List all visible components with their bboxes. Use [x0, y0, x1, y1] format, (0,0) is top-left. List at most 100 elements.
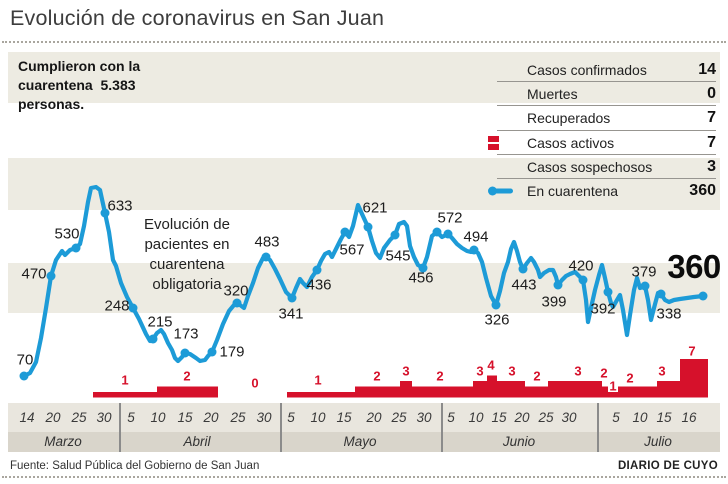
- stats-table: Casos confirmados 14 Muertes 0 Recuperados 7 C…: [486, 58, 716, 203]
- active-cases-bar: [608, 392, 618, 398]
- x-tick-label: 20: [45, 410, 61, 425]
- month-divider: [597, 403, 599, 452]
- x-tick-label: 30: [561, 410, 577, 425]
- stats-row-label: Casos sospechosos: [527, 158, 653, 175]
- active-cases-bar: [548, 381, 602, 398]
- quarantine-line-icon: [488, 186, 513, 196]
- x-axis-months-strip: [8, 432, 720, 452]
- data-point-dot: [469, 245, 479, 255]
- stats-row-value: 3: [707, 157, 716, 175]
- x-tick-label: 10: [150, 410, 166, 425]
- data-point-dot: [287, 293, 297, 303]
- data-point-dot: [46, 271, 56, 281]
- data-point-dot: [340, 227, 350, 237]
- data-point-dot: [363, 222, 373, 232]
- data-point-dot: [418, 263, 428, 273]
- data-point-dot: [578, 275, 588, 285]
- month-divider: [119, 403, 121, 452]
- source-credit: Fuente: Salud Pública del Gobierno de Sa…: [10, 460, 260, 472]
- active-cases-bar: [525, 386, 548, 398]
- stats-row: Muertes 0: [486, 82, 716, 107]
- active-cases-bar: [602, 386, 608, 398]
- stats-row-label: Casos activos: [527, 134, 615, 151]
- data-point-dot: [491, 300, 501, 310]
- month-divider: [280, 403, 282, 452]
- x-tick-label: 25: [230, 410, 246, 425]
- x-tick-label: 5: [287, 410, 295, 425]
- x-tick-label: 20: [366, 410, 382, 425]
- data-point-dot: [207, 347, 217, 357]
- data-point-dot: [603, 287, 613, 297]
- data-point-dot: [148, 334, 158, 344]
- stats-row-value: 7: [707, 133, 716, 151]
- quarantine-line: [21, 184, 706, 379]
- active-cases-icon: [488, 135, 499, 150]
- active-cases-bar: [473, 381, 487, 398]
- active-cases-bar: [487, 375, 497, 398]
- active-cases-bar: [618, 386, 657, 398]
- stats-row: En cuarentena 360: [486, 179, 716, 203]
- active-cases-bar: [93, 392, 157, 398]
- month-divider: [441, 403, 443, 452]
- data-point-dot: [390, 230, 400, 240]
- data-point-dot: [71, 243, 81, 253]
- publisher-brand: DIARIO DE CUYO: [617, 460, 718, 472]
- stats-row-label: En cuarentena: [527, 183, 619, 200]
- stats-row-value: 360: [689, 182, 716, 200]
- stats-row-label: Recuperados: [527, 110, 611, 127]
- x-tick-label: 30: [96, 410, 112, 425]
- x-tick-label: 20: [514, 410, 530, 425]
- data-point-dot: [180, 348, 190, 358]
- stats-row: Casos activos 7: [486, 131, 716, 155]
- active-cases-bar: [657, 381, 680, 398]
- bottom-divider: [2, 476, 726, 478]
- active-cases-bar: [157, 386, 218, 398]
- data-point-dot: [19, 371, 29, 381]
- active-cases-bar: [680, 359, 708, 398]
- data-point-dot: [100, 208, 110, 218]
- x-tick-label: 15: [491, 410, 507, 425]
- background-stripe: [8, 158, 720, 210]
- page-title: Evolución de coronavirus en San Juan: [10, 6, 385, 30]
- active-cases-bar: [400, 381, 412, 398]
- chart-annotation: Evolución de pacientes en cuarentena obl…: [144, 216, 230, 293]
- data-point-dot: [553, 280, 563, 290]
- month-label: Mayo: [343, 434, 377, 449]
- data-point-dot: [640, 281, 650, 291]
- data-point-dot: [261, 252, 271, 262]
- stats-row: Casos confirmados 14: [486, 58, 716, 83]
- month-label: Abril: [183, 434, 211, 449]
- x-tick-label: 5: [612, 410, 620, 425]
- stats-row-label: Casos confirmados: [527, 62, 647, 79]
- active-cases-bar: [287, 392, 355, 398]
- x-tick-label: 30: [416, 410, 432, 425]
- data-point-dot: [128, 303, 138, 313]
- x-tick-label: 5: [127, 410, 135, 425]
- x-tick-label: 10: [632, 410, 648, 425]
- x-tick-label: 16: [681, 410, 697, 425]
- data-point-dot: [656, 289, 666, 299]
- top-divider: [2, 41, 726, 43]
- x-tick-label: 14: [19, 410, 35, 425]
- data-point-dot: [432, 227, 442, 237]
- x-tick-label: 30: [256, 410, 272, 425]
- x-tick-label: 25: [538, 410, 554, 425]
- data-point-dot: [698, 291, 708, 301]
- x-tick-label: 10: [468, 410, 484, 425]
- month-label: Marzo: [44, 434, 82, 449]
- x-tick-label: 10: [310, 410, 326, 425]
- background-stripe: [8, 52, 720, 103]
- x-tick-label: 15: [336, 410, 352, 425]
- active-cases-bar: [497, 381, 525, 398]
- data-point-dot: [443, 229, 453, 239]
- x-tick-label: 25: [391, 410, 407, 425]
- data-point-dot: [312, 265, 322, 275]
- active-cases-bar: [412, 386, 473, 398]
- data-point-dot: [518, 264, 528, 274]
- quarantine-summary-text: Cumplieron con la cuarentena 5.383 perso…: [18, 58, 141, 112]
- active-cases-bar: [355, 386, 400, 398]
- x-axis-dates-strip: [8, 403, 720, 432]
- month-label: Julio: [644, 434, 672, 449]
